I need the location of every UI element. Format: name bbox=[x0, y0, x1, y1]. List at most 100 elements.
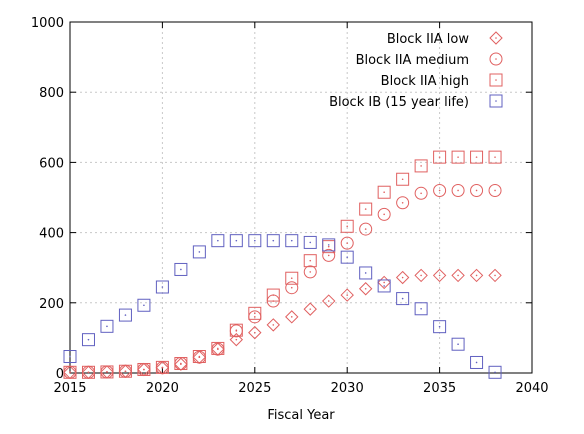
data-point bbox=[451, 183, 465, 197]
legend-label: Block IIA low bbox=[387, 32, 470, 47]
data-point bbox=[303, 265, 317, 279]
data-point bbox=[155, 280, 169, 294]
legend-label: Block IIA high bbox=[381, 74, 469, 89]
legend-marker bbox=[489, 52, 503, 66]
data-point bbox=[248, 234, 262, 248]
data-point bbox=[100, 319, 114, 333]
data-point bbox=[285, 234, 299, 248]
legend-marker bbox=[489, 73, 503, 87]
data-point bbox=[248, 325, 262, 340]
data-point bbox=[81, 365, 95, 379]
data-point bbox=[358, 282, 373, 296]
x-tick-label: 2030 bbox=[331, 381, 364, 396]
data-point bbox=[285, 310, 299, 324]
data-point bbox=[266, 234, 280, 248]
data-point bbox=[395, 270, 410, 285]
data-point bbox=[340, 219, 354, 233]
data-point bbox=[174, 262, 188, 276]
data-point bbox=[377, 279, 391, 293]
data-point bbox=[488, 365, 502, 379]
data-point bbox=[285, 281, 299, 295]
data-point bbox=[118, 364, 132, 378]
data-point bbox=[322, 248, 336, 262]
y-tick-label: 0 bbox=[56, 367, 64, 382]
data-point bbox=[451, 268, 465, 283]
data-point bbox=[377, 207, 391, 221]
x-axis-label: Fiscal Year bbox=[267, 408, 335, 423]
data-point bbox=[432, 268, 447, 283]
x-tick-label: 2025 bbox=[238, 381, 271, 396]
data-point bbox=[359, 266, 373, 280]
series-4 bbox=[63, 234, 502, 379]
data-point bbox=[266, 288, 280, 302]
data-point bbox=[211, 234, 225, 248]
data-point bbox=[340, 236, 354, 250]
x-tick-label: 2015 bbox=[53, 381, 86, 396]
legend-label: Block IB (15 year life) bbox=[329, 95, 469, 110]
data-point bbox=[303, 254, 317, 268]
legend-label: Block IIA medium bbox=[356, 53, 469, 68]
data-point bbox=[192, 350, 206, 364]
legend-marker bbox=[489, 94, 503, 108]
data-point bbox=[488, 268, 502, 283]
series-3 bbox=[63, 150, 502, 379]
data-point bbox=[469, 268, 484, 283]
data-point bbox=[470, 355, 484, 369]
data-point bbox=[192, 245, 206, 259]
y-tick-label: 600 bbox=[39, 156, 64, 171]
data-point bbox=[396, 292, 410, 306]
data-point bbox=[100, 365, 114, 379]
data-point bbox=[396, 172, 410, 186]
data-point bbox=[340, 288, 354, 302]
data-point bbox=[470, 150, 484, 164]
data-point bbox=[155, 360, 169, 374]
data-point bbox=[433, 320, 447, 334]
y-tick-label: 200 bbox=[39, 297, 64, 312]
data-point bbox=[229, 234, 243, 248]
data-point bbox=[396, 196, 410, 210]
data-point bbox=[377, 185, 391, 199]
x-tick-label: 2040 bbox=[515, 381, 548, 396]
data-point bbox=[63, 350, 77, 364]
data-points bbox=[63, 150, 502, 380]
data-point bbox=[359, 222, 373, 236]
data-point bbox=[63, 365, 77, 379]
legend: Block IIA low Block IIA medium Block IIA h… bbox=[329, 31, 503, 110]
data-point bbox=[359, 202, 373, 216]
data-point bbox=[137, 298, 151, 312]
data-point bbox=[303, 302, 317, 316]
data-point bbox=[414, 159, 428, 173]
data-point bbox=[266, 318, 280, 332]
data-point bbox=[229, 323, 243, 337]
legend-marker bbox=[489, 31, 503, 45]
data-point bbox=[470, 183, 484, 197]
data-point bbox=[322, 294, 336, 308]
data-point bbox=[285, 271, 299, 285]
y-tick-label: 800 bbox=[39, 86, 64, 101]
data-point bbox=[340, 250, 354, 264]
data-point bbox=[488, 150, 502, 164]
data-point bbox=[451, 337, 465, 351]
data-point bbox=[451, 150, 465, 164]
data-point bbox=[248, 306, 262, 320]
data-point bbox=[211, 341, 225, 355]
data-point bbox=[229, 332, 244, 347]
data-point bbox=[303, 235, 317, 249]
data-point bbox=[433, 183, 447, 197]
x-tick-label: 2020 bbox=[146, 381, 179, 396]
data-point bbox=[174, 357, 188, 371]
y-tick-label: 1000 bbox=[31, 16, 64, 31]
data-point bbox=[81, 333, 95, 347]
data-point bbox=[414, 268, 428, 283]
data-point bbox=[414, 302, 428, 316]
x-axis-ticks: 2015 2020 2025 2030 2035 2040 bbox=[53, 22, 549, 396]
data-point bbox=[414, 186, 428, 200]
plot-frame bbox=[69, 21, 533, 374]
data-point bbox=[118, 308, 132, 322]
data-point bbox=[322, 238, 336, 252]
data-point bbox=[433, 150, 447, 164]
data-point bbox=[488, 183, 502, 197]
series-1 bbox=[63, 268, 502, 380]
